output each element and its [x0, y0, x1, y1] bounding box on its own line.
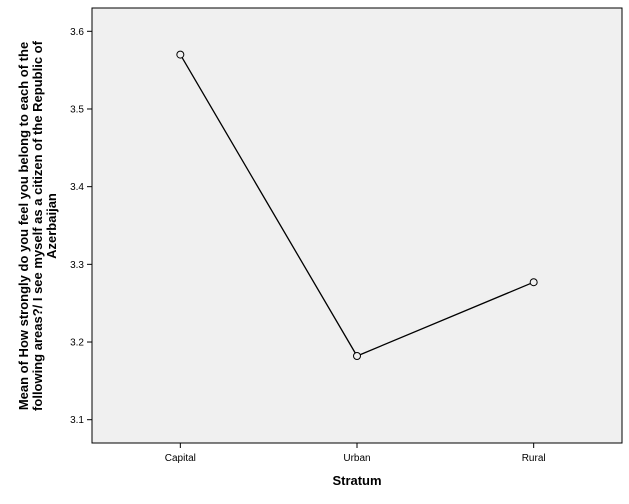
series-group — [176, 50, 538, 360]
y-axis-title-line-1: Mean of How strongly do you feel you bel… — [16, 42, 31, 410]
y-axis-title-line-2: following areas?/ I see myself as a citi… — [30, 40, 45, 411]
data-point — [353, 352, 361, 360]
y-axis-title-line-3: Azerbaijan — [44, 193, 59, 259]
y-tick-label: 3.2 — [70, 338, 84, 349]
y-tick-label: 3.4 — [70, 182, 84, 193]
y-tick-label: 3.1 — [70, 415, 84, 426]
y-tick-label: 3.5 — [70, 104, 84, 115]
y-axis: 3.1 3.2 3.3 3.4 3.5 3.6 — [70, 27, 92, 426]
y-tick-label: 3.3 — [70, 260, 84, 271]
x-tick-label: Capital — [165, 453, 196, 464]
y-axis-title: Mean of How strongly do you feel you bel… — [16, 40, 59, 411]
x-axis-title: Stratum — [332, 473, 381, 488]
data-point — [176, 50, 185, 59]
y-tick-label: 3.6 — [70, 27, 84, 38]
x-axis: Capital Urban Rural — [165, 443, 546, 464]
plot-area — [91, 7, 623, 444]
x-tick-label: Rural — [522, 453, 546, 464]
x-tick-label: Urban — [343, 453, 370, 464]
data-point — [529, 278, 538, 287]
